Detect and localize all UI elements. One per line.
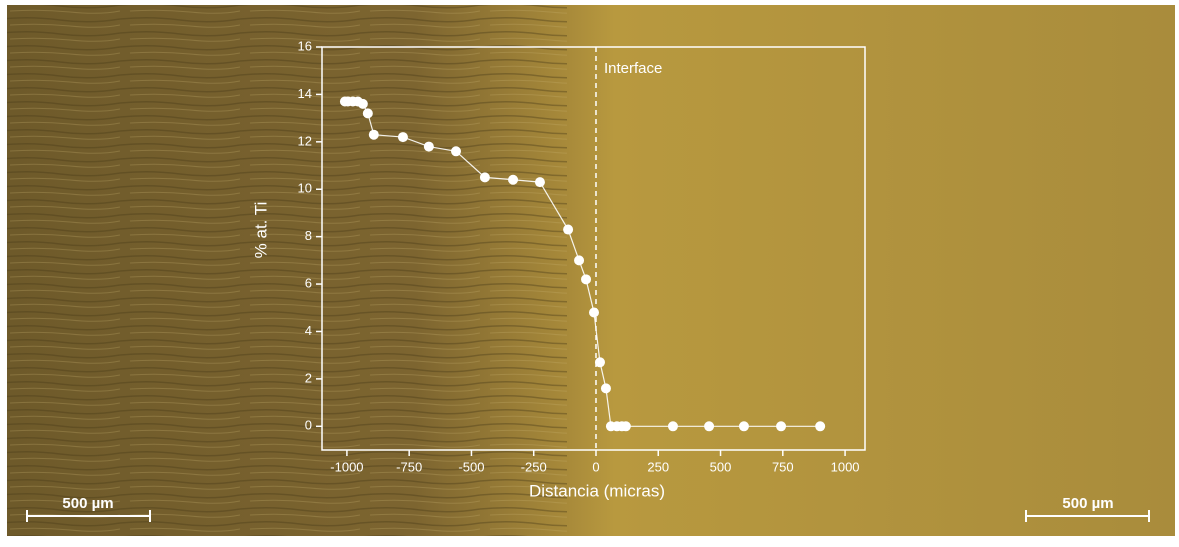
y-tick-label: 14 bbox=[298, 86, 312, 101]
y-tick-label: 8 bbox=[305, 228, 312, 243]
data-point bbox=[508, 175, 518, 185]
y-tick-label: 12 bbox=[298, 133, 312, 148]
x-tick-label: 500 bbox=[710, 459, 732, 474]
data-point bbox=[424, 142, 434, 152]
y-tick-label: 2 bbox=[305, 370, 312, 385]
data-point bbox=[581, 274, 591, 284]
y-tick-label: 0 bbox=[305, 418, 312, 433]
y-tick-label: 6 bbox=[305, 275, 312, 290]
data-point bbox=[535, 177, 545, 187]
data-point bbox=[668, 421, 678, 431]
data-point bbox=[563, 225, 573, 235]
x-tick-label: 250 bbox=[647, 459, 669, 474]
data-point bbox=[595, 357, 605, 367]
x-tick-label: -1000 bbox=[330, 459, 363, 474]
x-tick-label: 1000 bbox=[831, 459, 860, 474]
data-point bbox=[589, 308, 599, 318]
data-point bbox=[369, 130, 379, 140]
data-point bbox=[601, 383, 611, 393]
data-point bbox=[776, 421, 786, 431]
data-point bbox=[358, 99, 368, 109]
data-point bbox=[480, 172, 490, 182]
x-tick-label: 750 bbox=[772, 459, 794, 474]
data-point bbox=[621, 421, 631, 431]
y-tick-label: 16 bbox=[298, 38, 312, 53]
y-axis-label: % at. Ti bbox=[251, 202, 270, 259]
y-tick-label: 10 bbox=[298, 181, 312, 196]
x-tick-label: -750 bbox=[396, 459, 422, 474]
data-point bbox=[574, 255, 584, 265]
data-point bbox=[451, 146, 461, 156]
data-point bbox=[363, 108, 373, 118]
data-point bbox=[815, 421, 825, 431]
x-tick-label: 0 bbox=[592, 459, 599, 474]
x-tick-label: -250 bbox=[521, 459, 547, 474]
figure: Distancia (micras) % at. Ti 500 µm 500 µ… bbox=[0, 0, 1179, 542]
scale-label: 500 µm bbox=[62, 495, 113, 512]
data-point bbox=[739, 421, 749, 431]
y-tick-label: 4 bbox=[305, 323, 312, 338]
interface-label: Interface bbox=[604, 60, 662, 77]
x-axis-label: Distancia (micras) bbox=[529, 481, 665, 500]
data-point bbox=[398, 132, 408, 142]
scale-label: 500 µm bbox=[1062, 495, 1113, 512]
x-tick-label: -500 bbox=[458, 459, 484, 474]
micrograph-texture bbox=[7, 5, 567, 536]
data-point bbox=[704, 421, 714, 431]
